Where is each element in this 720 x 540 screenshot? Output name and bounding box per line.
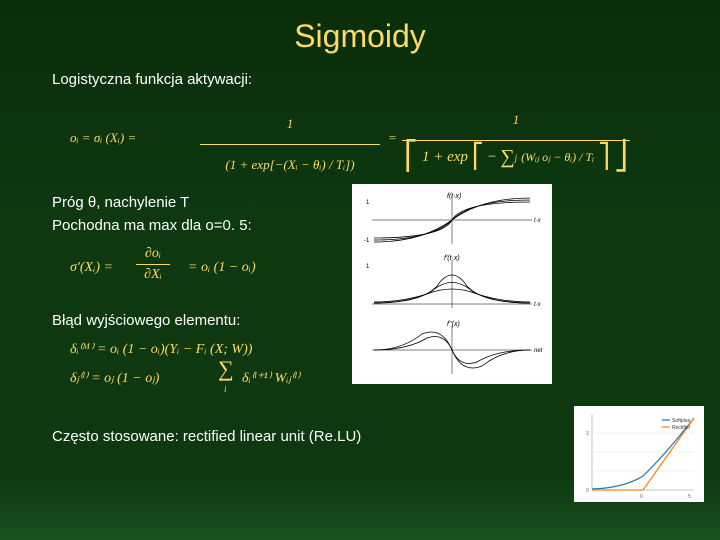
deriv-num: ∂oᵢ [136, 246, 170, 262]
svg-text:-1: -1 [364, 238, 370, 244]
mid-section: Próg θ, nachylenie T Pochodna ma max dla… [52, 188, 668, 418]
sigmoid-charts: f(t·x) 1 -1 t·x f'(t·x) 1 [352, 184, 552, 384]
formula-eq2: = [388, 120, 397, 156]
deriv-den: ∂Xᵢ [136, 267, 170, 283]
svg-text:0: 0 [586, 488, 589, 494]
panel1-label: f(t·x) [447, 193, 461, 200]
err2-tail: δᵢ⁽ˡ⁺¹⁾ Wᵢⱼ⁽ˡ⁾ [242, 370, 300, 387]
formula-num1: 1 [200, 106, 380, 142]
formula-den1: (1 + exp[−(Xᵢ − θᵢ) / Tᵢ]) [200, 147, 380, 183]
legend-softplus: Softplus [672, 418, 691, 424]
formula-error-2: δⱼ⁽ˡ⁾ = oⱼ (1 − oⱼ) ∑ i δᵢ⁽ˡ⁺¹⁾ Wᵢⱼ⁽ˡ⁾ [70, 364, 332, 400]
slide-title: Sigmoidy [0, 0, 720, 55]
deriv-rhs: = oᵢ (1 − oᵢ) [188, 260, 256, 276]
threshold-text: Próg θ, nachylenie T [52, 194, 332, 211]
svg-text:1: 1 [366, 264, 370, 270]
formula-den2-left: 1 + exp [422, 136, 468, 178]
svg-text:0: 0 [640, 494, 643, 500]
svg-text:t·x: t·x [534, 302, 542, 308]
svg-text:net: net [534, 348, 543, 354]
svg-text:5: 5 [688, 494, 691, 500]
svg-text:1: 1 [366, 200, 370, 206]
formula-lhs: oᵢ = σᵢ (Xᵢ) = [70, 120, 136, 156]
err2-main: δⱼ⁽ˡ⁾ = oⱼ (1 − oⱼ) [70, 370, 159, 387]
formula-fraction-2: 1 ⎡ 1 + exp ⎡ − ∑ j (Wᵢⱼ oⱼ − θᵢ) / Tᵢ ⎤… [402, 102, 630, 171]
legend-rectifier: Rectifier [672, 425, 691, 431]
formula-den2-right: (Wᵢⱼ oⱼ − θᵢ) / Tᵢ [521, 141, 594, 175]
derivative-text: Pochodna ma max dla o=0. 5: [52, 217, 332, 234]
formula-num2: 1 [402, 102, 630, 138]
deriv-fraction: ∂oᵢ ∂Xᵢ [136, 246, 170, 283]
deriv-lhs: σ'(Xᵢ) = [70, 260, 113, 276]
intro-text: Logistyczna funkcja aktywacji: [52, 71, 668, 88]
relu-chart: Softplus Rectifier 0 3 0 5 [574, 406, 704, 502]
formula-fraction-1: 1 (1 + exp[−(Xᵢ − θᵢ) / Tᵢ]) [200, 106, 380, 184]
bracket-open2: ⎡ [472, 124, 484, 191]
err2-sigma: ∑ [218, 356, 234, 382]
formula-sigmoid: oᵢ = σᵢ (Xᵢ) = 1 (1 + exp[−(Xᵢ − θᵢ) / T… [70, 106, 668, 160]
bracket-close: ⎦ [614, 118, 628, 196]
slide-content: Logistyczna funkcja aktywacji: oᵢ = σᵢ (… [0, 55, 720, 445]
error-text: Błąd wyjściowego elementu: [52, 312, 332, 329]
panel3-label: f''(x) [447, 321, 460, 328]
svg-text:3: 3 [586, 431, 589, 437]
formula-error-1: δᵢ⁽ᴹ⁾ = oᵢ (1 − oᵢ)(Yᵢ − Fᵢ (X; W)) [70, 341, 332, 358]
formula-derivative: σ'(Xᵢ) = ∂oᵢ ∂Xᵢ = oᵢ (1 − oᵢ) [70, 250, 332, 290]
bracket-close2: ⎤ [598, 124, 610, 191]
err2-sub: i [224, 384, 227, 394]
svg-text:t·x: t·x [534, 218, 542, 224]
